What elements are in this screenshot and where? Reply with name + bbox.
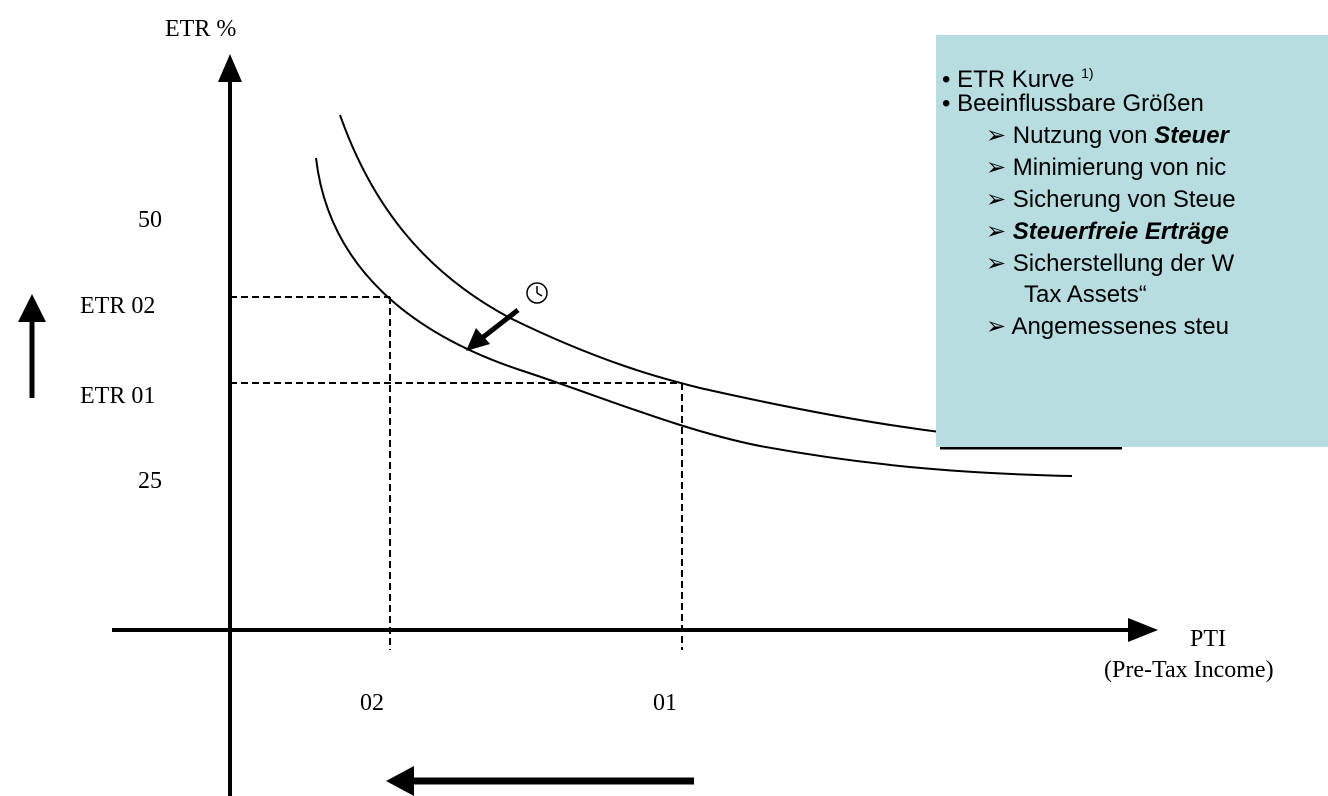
etr-curve-lower [315,157,1073,477]
sub-item-nutzung-text: ➢ Nutzung von [986,122,1155,149]
x-axis-arrowhead [1128,618,1158,642]
x-tick-02: 02 [360,690,384,716]
x-axis-subtitle: (Pre-Tax Income) [1104,657,1274,683]
curve-shift-arrow [480,308,520,340]
sub-item-nutzung: ➢ Nutzung von Steuer [986,122,1229,150]
clock-icon [526,282,548,304]
etr-curve-upper [339,114,1121,449]
x-tick-01: 01 [653,690,677,716]
sub-item-sicherstellung-cont: Tax Assets“ [1024,281,1147,308]
y-axis-arrowhead [218,54,242,82]
curve-shift-arrowhead [466,328,490,351]
y-axis-title: ETR % [165,16,236,42]
sub-item-steuerfreie: ➢ Steuerfreie Erträge [986,218,1229,245]
y-tick-etr02: ETR 02 [80,293,155,319]
info-box: • ETR Kurve 1) • Beeinflussbare Größen ➢… [936,35,1328,447]
bullet-beeinflussbare: • Beeinflussbare Größen [942,90,1204,117]
sub-item-sicherstellung: ➢ Sicherstellung der W [986,250,1235,277]
y-tick-50: 50 [138,207,162,233]
sub-item-sicherung: ➢ Sicherung von Steue [986,186,1236,213]
bullet-etr-kurve: • ETR Kurve 1) [942,59,1094,94]
bullet-etr-kurve-text: • ETR Kurve [942,66,1082,93]
sub-item-nutzung-emphasis: Steuer [1154,122,1229,149]
sub-item-angemessenes: ➢ Angemessenes steu [986,313,1229,340]
up-arrow-icon [18,294,46,398]
x-axis-title: PTI [1190,626,1226,652]
y-tick-25: 25 [138,468,162,494]
sub-item-minimierung: ➢ Minimierung von nic [986,154,1227,181]
footnote-marker: 1) [1081,65,1094,81]
y-tick-etr01: ETR 01 [80,383,155,409]
left-arrow-icon [386,766,694,796]
